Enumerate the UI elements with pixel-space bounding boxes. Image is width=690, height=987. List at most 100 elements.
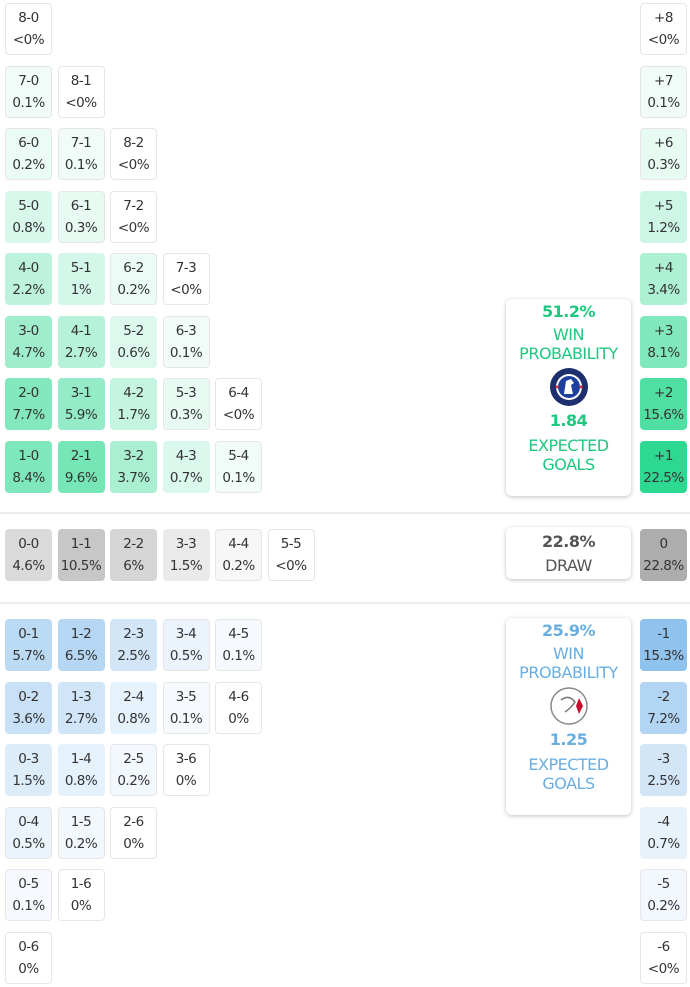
probability-value: 4.6% xyxy=(12,558,45,574)
probability-value: 0.2% xyxy=(647,898,680,914)
probability-value: 0.1% xyxy=(169,344,203,361)
score-label: 1-6 xyxy=(70,876,92,892)
score-label: 5-2 xyxy=(123,322,144,339)
probability-value: 2.7% xyxy=(64,344,98,361)
margin-cell: +3 8.1% xyxy=(640,315,687,368)
margin-cell: +7 0.1% xyxy=(640,65,687,118)
score-cell: 5-1 1% xyxy=(57,253,105,305)
probability-value: <0% xyxy=(12,32,45,48)
score-label: 0-3 xyxy=(18,751,39,767)
probability-value: <0% xyxy=(117,219,150,236)
score-cell: 4-2 1.7% xyxy=(110,378,157,430)
score-cell: 0-6 0% xyxy=(5,931,52,984)
probability-value: 0.1% xyxy=(222,648,255,664)
probability-value: 0.2% xyxy=(117,773,150,789)
score-label: 3-5 xyxy=(175,688,197,705)
probability-value: <0% xyxy=(647,960,680,977)
score-cell: 3-1 5.9% xyxy=(57,378,105,430)
score-label: 2-6 xyxy=(123,813,144,830)
score-label: 3-1 xyxy=(70,385,92,401)
score-label: 1-1 xyxy=(70,536,92,552)
score-label: 5-3 xyxy=(175,385,197,401)
score-cell: 2-2 6% xyxy=(110,529,157,581)
probability-value: 0.8% xyxy=(64,773,98,789)
probability-value: 1.5% xyxy=(12,773,45,789)
score-cell: 7-1 0.1% xyxy=(57,128,105,180)
probability-value: 0.5% xyxy=(12,835,45,852)
score-cell: 8-2 <0% xyxy=(110,128,157,180)
score-label: 2-3 xyxy=(123,626,144,642)
probability-value: <0% xyxy=(275,558,307,574)
probability-value: 0% xyxy=(123,835,144,852)
score-label: 0 xyxy=(659,536,668,552)
margin-cell: +6 0.3% xyxy=(640,128,687,180)
score-label: -4 xyxy=(657,813,670,830)
probability-value: 0.1% xyxy=(64,157,98,173)
score-cell: 5-5 <0% xyxy=(267,529,315,581)
score-cell: 1-5 0.2% xyxy=(57,806,105,859)
score-cell: 1-4 0.8% xyxy=(57,744,105,796)
chelsea-crest-icon xyxy=(549,368,588,406)
probability-value: 0% xyxy=(175,773,197,789)
score-label: 5-0 xyxy=(18,197,39,214)
probability-value: 3.4% xyxy=(647,282,680,298)
expected-label: EXPECTED xyxy=(528,755,609,774)
probability-value: 0.6% xyxy=(117,344,150,361)
score-cell: 2-5 0.2% xyxy=(110,744,157,796)
score-label: 1-0 xyxy=(18,447,39,464)
score-cell: 1-0 8.4% xyxy=(5,440,52,493)
score-cell: 1-6 0% xyxy=(57,869,105,921)
probability-value: <0% xyxy=(65,94,97,111)
probability-value: 1% xyxy=(70,282,92,298)
score-label: 0-0 xyxy=(18,536,39,552)
score-cell: 2-1 9.6% xyxy=(57,440,105,493)
probability-value: 1.7% xyxy=(117,407,150,423)
divider xyxy=(0,512,690,514)
margin-cell: +5 1.2% xyxy=(640,190,687,243)
score-cell: 6-0 0.2% xyxy=(5,128,52,180)
score-cell: 3-5 0.1% xyxy=(162,681,210,734)
probability-label: PROBABILITY xyxy=(519,663,618,682)
score-cell: 8-1 <0% xyxy=(57,65,105,118)
probability-value: 3.6% xyxy=(12,710,45,727)
score-label: 1-5 xyxy=(70,813,92,830)
score-cell: 2-6 0% xyxy=(110,806,157,859)
score-cell: 5-3 0.3% xyxy=(162,378,210,430)
score-label: 0-4 xyxy=(18,813,39,830)
score-cell: 2-3 2.5% xyxy=(110,619,157,671)
score-label: -6 xyxy=(657,938,670,955)
score-label: 7-3 xyxy=(175,260,197,276)
score-cell: 5-4 0.1% xyxy=(215,440,262,493)
probability-value: 6.5% xyxy=(64,648,98,664)
score-cell: 2-4 0.8% xyxy=(110,681,157,734)
probability-value: 0.1% xyxy=(12,94,45,111)
score-cell: 0-2 3.6% xyxy=(5,681,52,734)
probability-value: <0% xyxy=(117,157,150,173)
score-label: 8-0 xyxy=(18,10,39,26)
score-label: +8 xyxy=(654,10,673,26)
margin-cell: -6 <0% xyxy=(640,931,687,984)
ajax-crest-icon xyxy=(549,687,588,725)
score-cell: 4-0 2.2% xyxy=(5,253,52,305)
score-label: 3-0 xyxy=(18,322,39,339)
score-label: -5 xyxy=(657,876,670,892)
score-cell: 1-1 10.5% xyxy=(57,529,105,581)
probability-value: 8.4% xyxy=(12,469,45,486)
probability-value: 0.7% xyxy=(169,469,203,486)
score-label: 6-0 xyxy=(18,135,39,151)
score-label: 1-3 xyxy=(70,688,92,705)
probability-value: 0.2% xyxy=(64,835,98,852)
score-label: -1 xyxy=(657,626,670,642)
home-xg: 1.84 xyxy=(549,411,588,430)
probability-label: PROBABILITY xyxy=(519,344,618,363)
probability-value: 0.5% xyxy=(169,648,203,664)
probability-value: 4.7% xyxy=(12,344,45,361)
goals-label: GOALS xyxy=(542,774,595,793)
score-label: 3-4 xyxy=(175,626,197,642)
probability-value: 1.2% xyxy=(647,219,680,236)
score-cell: 6-4 <0% xyxy=(215,378,262,430)
probability-value: 10.5% xyxy=(60,558,102,574)
win-label: WIN xyxy=(552,644,585,663)
score-cell: 6-1 0.3% xyxy=(57,190,105,243)
score-cell: 5-0 0.8% xyxy=(5,190,52,243)
